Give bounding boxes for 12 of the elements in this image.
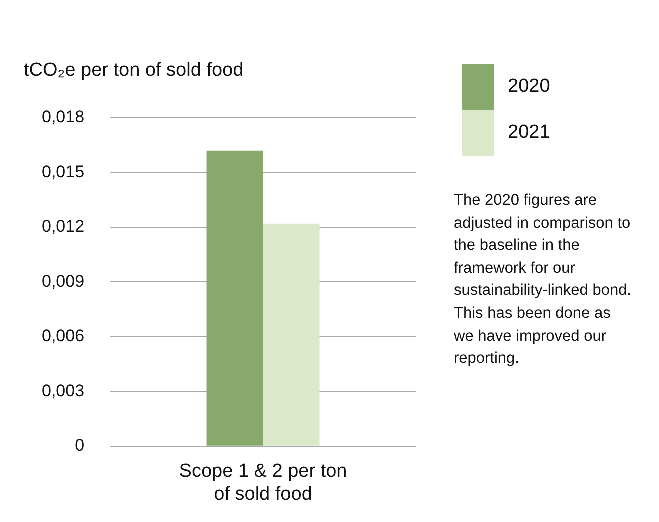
text: 2021 (508, 122, 550, 144)
y-tick-label: 0,018 (42, 108, 85, 127)
y-tick-label: 0 (75, 436, 85, 456)
text: The 2020 figures are adjusted in comparison to the baseline in the framework for our sustainability-linked bond. This has been done as we have improved our reporting. (454, 191, 632, 370)
y-tick-label: 0,006 (42, 326, 85, 346)
y-tick-label: 0,012 (42, 217, 85, 236)
x-tick-label: Scope 1 & 2 per ton of sold food (179, 461, 348, 505)
y-axis-title: tCO₂e per ton of sold food (24, 60, 244, 82)
text: 2020 (508, 76, 550, 98)
y-tick-label: 0,009 (42, 272, 85, 291)
y-tick-label: 0,015 (42, 162, 85, 182)
y-tick-label: 0,003 (42, 381, 85, 400)
